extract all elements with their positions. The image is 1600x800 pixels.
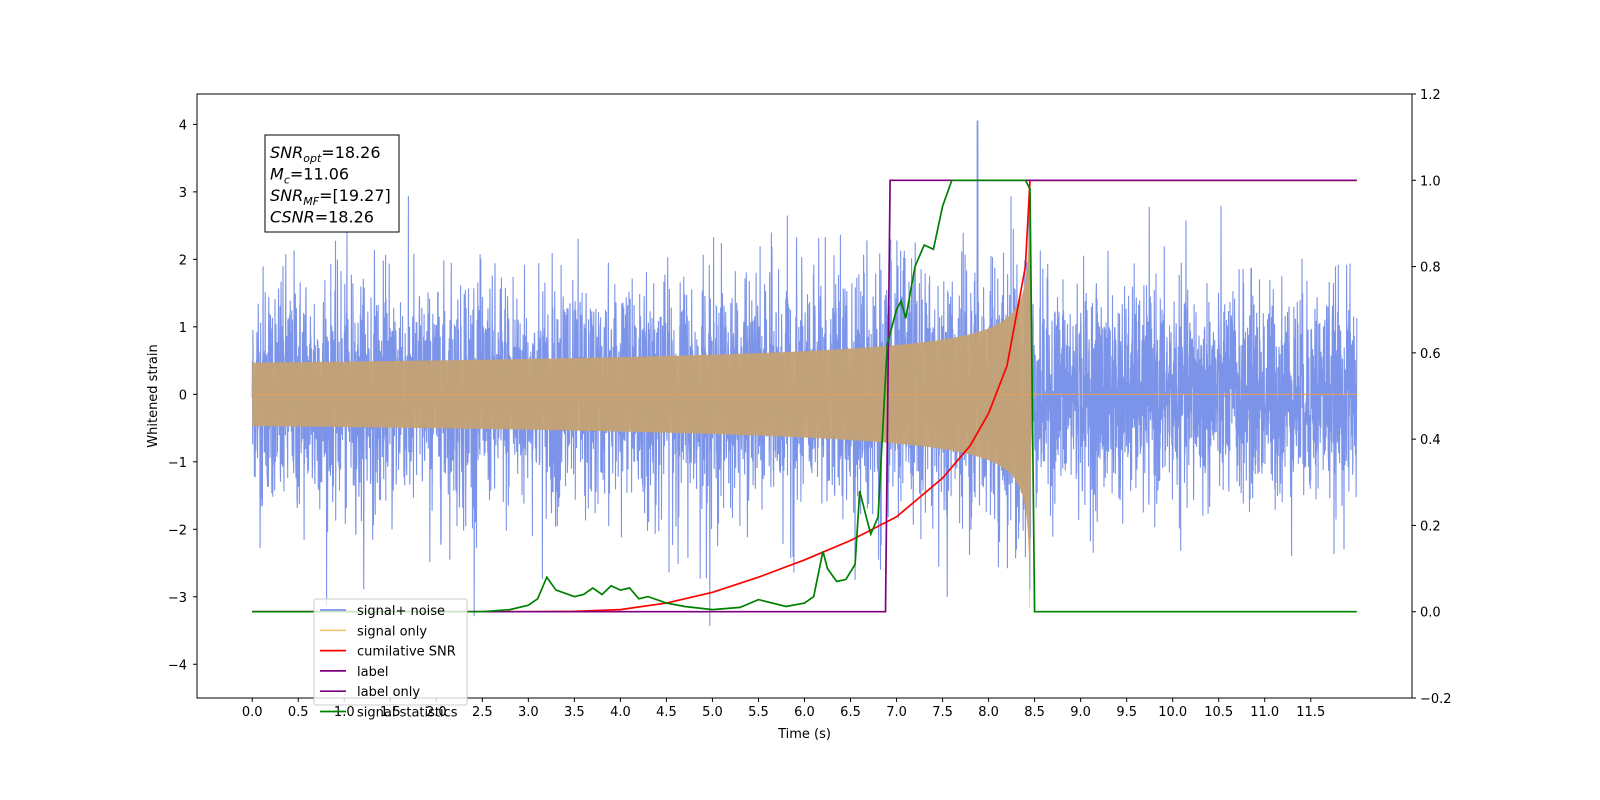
x-tick-label: 1.5 bbox=[380, 705, 401, 720]
x-tick-label: 10.0 bbox=[1158, 705, 1187, 720]
x-tick-label: 0.5 bbox=[288, 705, 309, 720]
y-right-tick-label: 0.0 bbox=[1420, 606, 1441, 621]
legend-entry: label bbox=[357, 665, 388, 680]
x-tick-label: 6.5 bbox=[840, 705, 861, 720]
x-tick-label: 2.5 bbox=[472, 705, 493, 720]
annotation-line: SNRMF=[19.27] bbox=[270, 186, 391, 208]
legend-entry: label only bbox=[357, 685, 420, 700]
annotation-line: SNRopt=18.26 bbox=[270, 143, 381, 165]
x-tick-label: 7.5 bbox=[932, 705, 953, 720]
x-tick-label: 10.5 bbox=[1204, 705, 1233, 720]
annotation-line: CSNR=18.26 bbox=[270, 208, 374, 227]
y-left-tick-label: −3 bbox=[168, 591, 187, 606]
x-tick-label: 11.0 bbox=[1250, 705, 1279, 720]
y-right-tick-label: 0.4 bbox=[1420, 433, 1441, 448]
right-axis-series bbox=[252, 179, 1357, 613]
x-tick-label: 5.0 bbox=[702, 705, 723, 720]
y-axis-left-ticks: −4 −3 −2 −1 0 1 2 3 4 bbox=[168, 118, 197, 673]
y-left-tick-label: −4 bbox=[168, 658, 187, 673]
x-tick-label: 6.0 bbox=[794, 705, 815, 720]
x-tick-label: 7.0 bbox=[886, 705, 907, 720]
legend-entry: signal only bbox=[357, 624, 427, 639]
annotation-line: Mc=11.06 bbox=[270, 165, 349, 187]
x-tick-label: 1.0 bbox=[334, 705, 355, 720]
series-line-signal-statistics bbox=[252, 179, 1357, 613]
x-tick-label: 3.5 bbox=[564, 705, 585, 720]
y-right-tick-label: 0.2 bbox=[1420, 519, 1441, 534]
x-tick-label: 4.5 bbox=[656, 705, 677, 720]
legend-entry: signal+ noise bbox=[357, 604, 445, 619]
x-tick-label: 8.0 bbox=[978, 705, 999, 720]
x-tick-label: 3.0 bbox=[518, 705, 539, 720]
y-right-tick-label: 0.6 bbox=[1420, 347, 1441, 362]
legend: signal+ noise signal only cumilative SNR la… bbox=[313, 598, 468, 721]
y-right-tick-label: 1.0 bbox=[1420, 174, 1441, 189]
y-right-tick-label: −0.2 bbox=[1420, 692, 1452, 707]
x-tick-label: 0.0 bbox=[242, 705, 263, 720]
y-axis-label: Whitened strain bbox=[146, 344, 161, 447]
y-left-tick-label: 1 bbox=[179, 321, 187, 336]
signal-only-series bbox=[252, 179, 1357, 610]
legend-entry: cumilative SNR bbox=[357, 645, 456, 660]
stats-annotation-box: SNRopt=18.26Mc=11.06SNRMF=[19.27]CSNR=18… bbox=[264, 134, 400, 233]
y-left-tick-label: −1 bbox=[168, 456, 187, 471]
x-tick-label: 11.5 bbox=[1296, 705, 1325, 720]
x-tick-label: 5.5 bbox=[748, 705, 769, 720]
legend-frame bbox=[313, 598, 468, 706]
y-axis-right-ticks: −0.2 0.0 0.2 0.4 0.6 0.8 1.0 1.2 bbox=[1412, 88, 1452, 707]
x-tick-label: 4.0 bbox=[610, 705, 631, 720]
series-line-label bbox=[252, 179, 1357, 613]
y-left-tick-label: 2 bbox=[179, 253, 187, 268]
y-right-tick-label: 0.8 bbox=[1420, 261, 1441, 276]
y-left-tick-label: 4 bbox=[179, 118, 187, 133]
y-left-tick-label: −2 bbox=[168, 523, 187, 538]
y-left-tick-label: 0 bbox=[179, 388, 187, 403]
x-axis-ticks: 0.0 0.5 1.0 1.5 2.0 2.5 3.0 3.5 4.0 4.5 5.0 5.5 6.0 6… bbox=[242, 698, 1325, 720]
x-tick-label: 2.0 bbox=[426, 705, 447, 720]
annotation-box-frame bbox=[264, 134, 400, 233]
x-tick-label: 9.5 bbox=[1116, 705, 1137, 720]
x-axis-label: Time (s) bbox=[777, 727, 831, 742]
legend-entry: signal statistics bbox=[357, 706, 458, 721]
x-tick-label: 8.5 bbox=[1024, 705, 1045, 720]
y-right-tick-label: 1.2 bbox=[1420, 88, 1441, 103]
y-left-tick-label: 3 bbox=[179, 186, 187, 201]
x-tick-label: 9.0 bbox=[1070, 705, 1091, 720]
